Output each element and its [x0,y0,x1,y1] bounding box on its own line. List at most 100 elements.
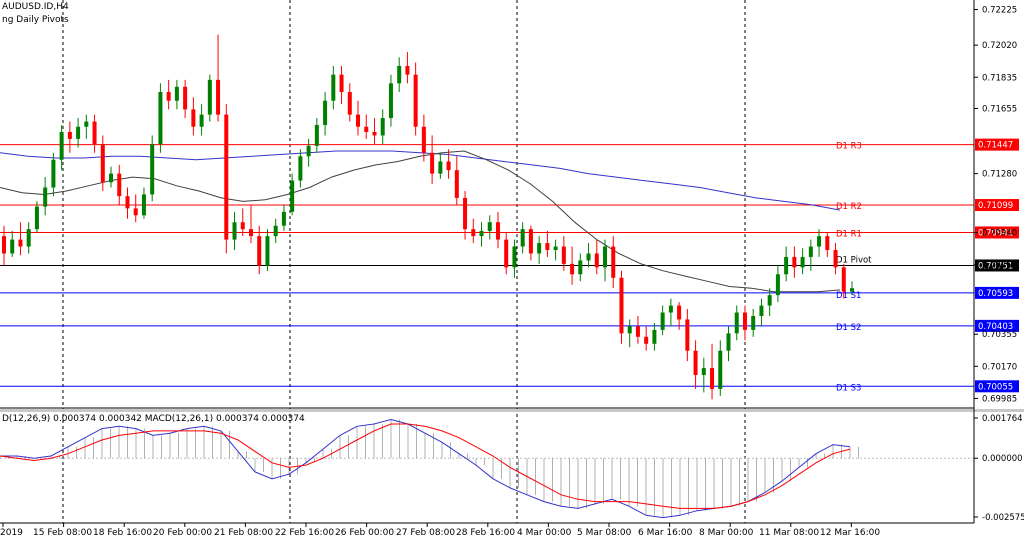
price-tick-label-2: 0.71835 [982,73,1017,83]
time-label-6: 26 Feb 00:00 [335,528,395,538]
candle-body-98 [808,246,813,257]
candle-body-72 [594,253,599,268]
candle-body-68 [561,246,566,264]
pivot-price-label-2: 0.70941 [978,228,1013,238]
pivot-price-box-4 [975,286,1019,299]
pivot-price-label-0: 0.71447 [978,141,1013,151]
candle-body-19 [158,92,163,145]
macd-title: D(12,26,9) 0.000374 0.000342 MACD(12,26,… [2,414,305,424]
pivot-price-box-3 [975,259,1019,272]
pivot-price-label-5: 0.70403 [978,322,1013,332]
price-tick-label-6: 0.70755 [982,261,1017,271]
candle-body-53 [438,161,443,174]
candle-body-51 [421,126,426,153]
pivot-name-6: D1 S3 [836,383,861,393]
candle-body-0 [2,236,6,254]
candle-body-23 [191,109,196,127]
candle-body-33 [273,225,278,237]
candle-body-25 [207,79,212,115]
moving-averages [0,150,841,293]
candle-body-48 [397,65,402,84]
macd-tick-label-2: -0.002575 [982,513,1024,523]
candle-body-26 [216,79,221,115]
candle-body-50 [413,74,418,127]
candle-body-5 [43,187,48,207]
time-label-12: 8 Mar 00:00 [699,528,754,538]
candle-body-64 [528,229,533,254]
candle-body-101 [833,250,838,268]
candle-body-96 [792,256,797,268]
pivot-name-1: D1 R2 [836,202,862,212]
time-label-1: 15 Feb 08:00 [33,528,93,538]
time-label-7: 27 Feb 08:00 [396,528,456,538]
pivot-price-box-0 [975,138,1019,151]
candle-body-80 [660,312,665,330]
candle-body-3 [26,229,31,247]
price-tick-label-0: 0.72225 [982,6,1017,16]
pivot-price-label-4: 0.70593 [978,289,1013,299]
candle-body-55 [454,170,459,198]
time-label-9: 4 Mar 00:00 [517,528,572,538]
candle-body-76 [627,326,632,334]
candle-body-92 [759,305,764,316]
time-label-0: 2019 [0,528,23,538]
candle-body-29 [240,222,245,230]
candle-body-47 [388,83,393,119]
candle-body-10 [84,121,89,127]
candle-body-59 [487,222,492,231]
candle-body-95 [784,256,789,275]
time-label-13: 11 Mar 08:00 [759,528,820,538]
candle-body-65 [537,243,542,254]
candle-body-103 [850,288,854,292]
candle-body-52 [430,152,435,174]
price-tick-label-3: 0.71655 [982,105,1017,115]
candle-body-81 [668,305,673,313]
candle-body-61 [504,239,509,268]
candle-body-39 [323,100,328,126]
candle-body-75 [619,277,624,334]
pivot-price-box-5 [975,319,1019,332]
candle-body-63 [520,229,525,247]
candle-body-30 [248,229,253,237]
time-label-8: 28 Feb 16:00 [456,528,516,538]
candle-body-27 [224,114,229,240]
candle-body-99 [817,236,822,247]
candle-body-22 [183,86,188,110]
candle-body-87 [718,350,723,389]
indicator-title: ng Daily Pivots [2,15,69,25]
candle-body-94 [775,274,780,296]
candle-body-7 [59,131,64,160]
candle-body-58 [479,230,484,237]
candle-body-24 [199,114,204,127]
candle-body-18 [150,144,155,195]
time-label-4: 21 Feb 08:00 [214,528,274,538]
price-tick-label-7: 0.70355 [982,330,1017,340]
macd-tick-label-1: 0.000000 [982,454,1023,464]
macd-tick-label-0: 0.001764 [982,414,1023,424]
candle-body-4 [34,206,39,230]
pivot-name-0: D1 R3 [836,142,862,152]
candle-body-37 [306,145,311,157]
candle-body-73 [603,246,608,268]
candle-body-8 [67,131,72,139]
price-tick-label-4: 0.71280 [982,170,1017,180]
macd-subwindow [0,409,1024,519]
candle-body-9 [76,126,81,139]
candle-body-56 [463,197,468,230]
pivot-price-label-3: 0.70751 [978,261,1013,271]
candle-body-93 [767,295,772,306]
candle-body-49 [405,65,410,75]
time-label-3: 20 Feb 00:00 [153,528,213,538]
candle-body-40 [331,74,336,101]
candle-body-15 [125,196,130,209]
price-tick-label-8: 0.70170 [982,362,1017,372]
candle-body-34 [281,211,286,226]
candle-body-6 [51,159,56,188]
candle-body-1 [10,239,15,254]
candle-body-102 [841,267,846,292]
pivot-price-label-6: 0.70055 [978,382,1013,392]
candle-body-66 [545,243,550,251]
candle-body-85 [701,368,706,376]
